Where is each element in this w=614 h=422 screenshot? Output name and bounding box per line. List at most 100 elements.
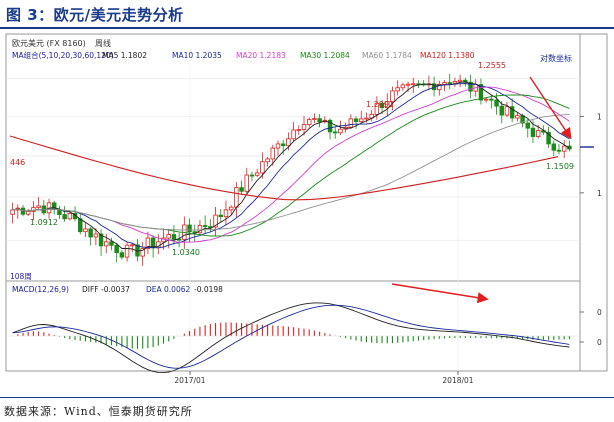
candle-body — [62, 214, 67, 220]
candle-body — [374, 102, 380, 115]
candle-body — [275, 143, 281, 149]
candle-body — [171, 234, 177, 240]
candle-body — [489, 98, 494, 101]
macd-trend-arrow — [391, 283, 489, 304]
candle-body — [83, 228, 88, 233]
ma-line — [12, 113, 570, 231]
candle-body — [228, 206, 234, 211]
candle-body — [312, 118, 317, 121]
candle-body — [385, 101, 390, 108]
candle-body — [561, 145, 567, 152]
macd-legend-item: DIFF -0.0037 — [82, 285, 130, 294]
candle-body — [202, 225, 208, 227]
candle-body — [452, 81, 458, 84]
candle-body — [530, 127, 536, 137]
macd-y-tick-label: 0 — [597, 338, 602, 347]
y-tick-label: 1 — [597, 113, 602, 122]
candle-body — [348, 118, 354, 128]
candle-body — [327, 119, 333, 133]
macd-legend-item: -0.0198 — [194, 285, 223, 294]
source-note: 数据来源：Wind、恒泰期货研究所 — [4, 405, 193, 418]
candle-body — [109, 241, 114, 246]
interval-label: 108周 — [10, 272, 32, 281]
macd-diff-line — [12, 302, 570, 374]
candle-body — [52, 202, 57, 210]
x-tick-label: 2017/01 — [174, 376, 205, 385]
price-annotation: 1.0912 — [30, 218, 58, 227]
x-tick-label: 2018/01 — [442, 376, 473, 385]
candle-body — [31, 207, 36, 212]
candle-body — [10, 209, 15, 215]
candle-body — [437, 83, 442, 91]
candle-body — [286, 138, 291, 147]
ma-legend-item: MA30 1.2084 — [300, 51, 350, 60]
candle-body — [395, 87, 400, 92]
candle-body — [338, 128, 343, 134]
grid — [6, 64, 580, 371]
source-rule — [0, 397, 614, 398]
ma-legend-item: MA120 1.1380 — [420, 51, 475, 60]
candle-body — [93, 233, 99, 238]
candle-body — [260, 161, 265, 174]
symbol-label: 欧元美元 (FX 8160) — [12, 38, 86, 48]
candle-body — [333, 131, 338, 134]
candle-body — [176, 238, 182, 241]
x-ticks: 2017/01 2018/01 — [174, 371, 474, 385]
candle-body — [254, 172, 260, 176]
candle-body — [98, 233, 104, 247]
title-rule — [0, 27, 614, 29]
candle-body — [390, 90, 395, 103]
candle-body — [213, 214, 218, 228]
candle-body — [411, 83, 416, 86]
candle-body — [546, 131, 551, 145]
candle-body — [223, 209, 229, 218]
candle-body — [166, 234, 171, 239]
candle-body — [483, 98, 489, 101]
candle-body — [353, 118, 359, 122]
candle-body — [140, 248, 145, 257]
candle-body — [509, 106, 515, 119]
candle-body — [114, 244, 119, 254]
candle-body — [504, 106, 510, 116]
ma-legend: MA组合(5,10,20,30,60,120)MA5 1.1802 MA10 1.… — [12, 50, 475, 60]
price-annotation: 1.1509 — [546, 162, 574, 171]
candle-body — [197, 225, 203, 234]
macd-legend-item: MACD(12,26,9) — [12, 285, 69, 294]
candle-body — [130, 244, 135, 247]
price-annotations: 1.2555 1.2091 1.1509 1.0912 1.0340 446 — [10, 61, 574, 257]
candle-body — [301, 124, 307, 130]
candle-body — [145, 237, 151, 249]
ma-legend-item: MA20 1.2183 — [236, 51, 286, 60]
candle-body — [119, 252, 125, 258]
y-ticks: 11 — [580, 113, 602, 198]
macd-y-tick-label: 0 — [597, 308, 602, 317]
candle-body — [249, 174, 255, 177]
scale-label: 对数坐标 — [540, 53, 572, 63]
chart-frame — [5, 33, 608, 372]
figure-title: 图 3：欧元/美元走势分析 — [6, 6, 184, 24]
candle-body — [478, 84, 484, 101]
candle-body — [379, 102, 385, 108]
candle-body — [535, 130, 541, 137]
candle-body — [525, 122, 530, 129]
ma-lines — [9, 81, 570, 252]
candle-body — [447, 82, 452, 84]
ma-legend-item: MA60 1.1784 — [362, 51, 412, 60]
period-label: 周线 — [95, 38, 111, 48]
price-annotation: 446 — [10, 158, 25, 167]
candle-body — [551, 143, 557, 151]
candle-body — [556, 149, 562, 152]
candle-body — [244, 174, 249, 192]
ma-line — [12, 83, 570, 249]
y-tick-label: 1 — [597, 189, 602, 198]
candle-body — [359, 118, 364, 122]
candle-body — [400, 84, 406, 89]
ma-legend-item: MA10 1.2035 — [172, 51, 222, 60]
trend-arrows — [391, 76, 572, 304]
macd-lines: 00 — [6, 302, 602, 374]
candle-body — [306, 119, 312, 125]
candle-body — [187, 224, 192, 233]
price-trend-arrow — [529, 76, 572, 140]
candle-body — [515, 115, 520, 119]
eurusd-chart: 欧元美元 (FX 8160) 周线 MA组合(5,10,20,30,60,120… — [5, 33, 608, 385]
